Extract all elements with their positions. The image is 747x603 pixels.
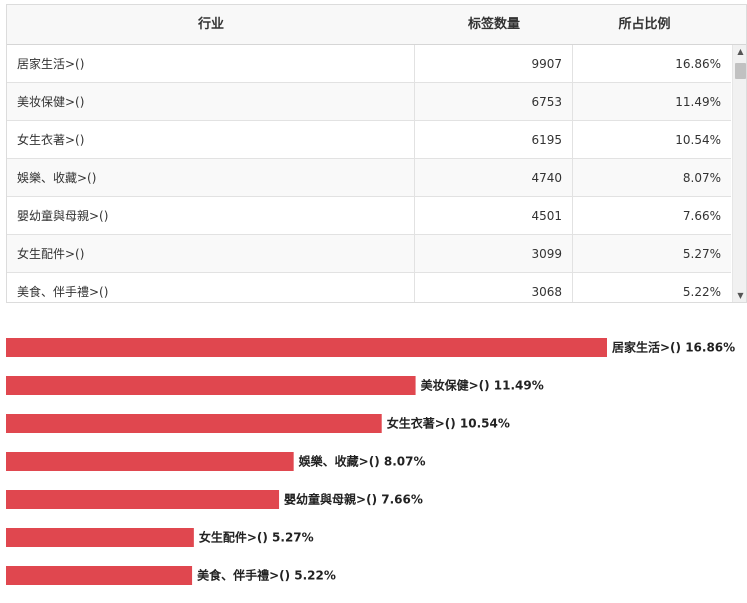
cell-count: 4740	[415, 159, 573, 197]
cell-ratio: 5.22%	[682, 285, 721, 299]
table-row[interactable]: 女生衣著>() 6195 10.54%	[7, 121, 731, 159]
cell-ratio: 16.86%	[675, 57, 721, 71]
cell-industry: 女生配件>()	[7, 235, 415, 273]
bar[interactable]	[6, 376, 416, 395]
cell-industry: 美食、伴手禮>()	[7, 273, 415, 302]
header-industry[interactable]: 行业	[197, 17, 224, 32]
bar-label: 女生配件>() 5.27%	[199, 530, 314, 545]
table-row[interactable]: 女生配件>() 3099 5.27%	[7, 235, 731, 273]
table-row[interactable]: 美妆保健>() 6753 11.49%	[7, 83, 731, 121]
cell-count: 4501	[415, 197, 573, 235]
header-count[interactable]: 标签数量	[467, 17, 520, 32]
bar-label: 女生衣著>() 10.54%	[387, 416, 510, 431]
cell-count: 3099	[415, 235, 573, 273]
bar[interactable]	[6, 566, 193, 585]
table-row[interactable]: 嬰幼童與母親>() 4501 7.66%	[7, 197, 731, 235]
industry-table: 行业 标签数量 所占比例 居家生活>() 9907 16.86% 美妆保健>()…	[6, 4, 747, 303]
bar-label: 嬰幼童與母親>() 7.66%	[284, 492, 423, 507]
cell-industry: 美妆保健>()	[7, 83, 415, 121]
scroll-up-icon[interactable]: ▲	[737, 47, 744, 56]
bar[interactable]	[6, 528, 194, 547]
bar-label: 美妆保健>() 11.49%	[421, 378, 544, 393]
cell-ratio: 10.54%	[675, 133, 721, 147]
cell-industry: 居家生活>()	[7, 45, 415, 83]
cell-industry: 女生衣著>()	[7, 121, 415, 159]
bar-chart-svg: 居家生活>() 16.86% 美妆保健>() 11.49% 女生衣著>() 10.5…	[6, 338, 735, 585]
scroll-thumb[interactable]	[735, 63, 746, 79]
table-row[interactable]: 居家生活>() 9907 16.86%	[7, 45, 731, 83]
cell-ratio: 8.07%	[682, 171, 721, 185]
bar[interactable]	[6, 414, 382, 433]
scroll-down-icon[interactable]: ▼	[737, 291, 744, 300]
cell-ratio: 7.66%	[682, 209, 721, 223]
bar[interactable]	[6, 452, 294, 471]
cell-count: 3068	[415, 273, 573, 302]
cell-industry: 娛樂、收藏>()	[7, 159, 415, 197]
cell-count: 6195	[415, 121, 573, 159]
cell-count: 9907	[415, 45, 573, 83]
bar-label: 娛樂、收藏>() 8.07%	[298, 454, 426, 469]
table-row[interactable]: 美食、伴手禮>() 3068 5.22%	[7, 273, 731, 302]
header-ratio[interactable]: 所占比例	[618, 17, 671, 32]
bar-label: 美食、伴手禮>() 5.22%	[197, 568, 336, 583]
industry-bar-chart: 居家生活>() 16.86% 美妆保健>() 11.49% 女生衣著>() 10.5…	[0, 328, 747, 598]
table-header: 行业 标签数量 所占比例	[7, 5, 746, 45]
table-row[interactable]: 娛樂、收藏>() 4740 8.07%	[7, 159, 731, 197]
bar[interactable]	[6, 338, 607, 357]
cell-ratio: 5.27%	[682, 247, 721, 261]
cell-ratio: 11.49%	[675, 95, 721, 109]
cell-industry: 嬰幼童與母親>()	[7, 197, 415, 235]
bar[interactable]	[6, 490, 280, 509]
cell-count: 6753	[415, 83, 573, 121]
bar-label: 居家生活>() 16.86%	[612, 340, 735, 355]
table-scrollbar[interactable]: ▲ ▼	[732, 45, 746, 302]
table-body[interactable]: 居家生活>() 9907 16.86% 美妆保健>() 6753 11.49% …	[7, 45, 731, 302]
